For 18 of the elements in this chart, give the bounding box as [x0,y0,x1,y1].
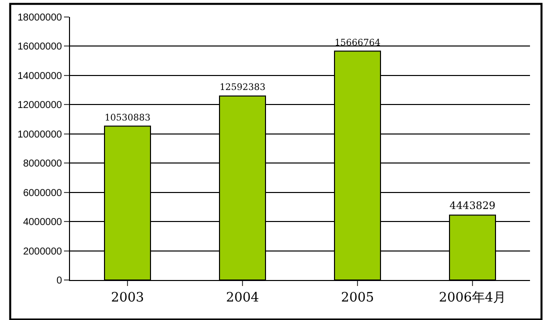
data-label: 15666764 [334,38,381,48]
y-tick-label: 8000000 [23,158,62,170]
y-tick-label: 6000000 [23,188,62,199]
y-tick-label: 4000000 [23,217,62,228]
y-tick-label: 16000000 [18,42,62,53]
data-label: 4443829 [450,200,496,212]
data-label: 10530883 [104,113,151,124]
y-tick-label: 18000000 [18,12,62,24]
x-tick-label: 2005 [340,290,374,306]
y-tick-label: 0 [56,276,62,286]
x-tick-label: 2006年4月 [438,290,506,306]
x-tick-label: 2004 [226,290,260,306]
y-tick-label: 12000000 [18,100,62,112]
y-tick-label: 14000000 [18,70,62,82]
x-tick-label: 2003 [110,290,144,306]
y-tick-label: 10000000 [18,129,62,140]
data-label: 12592383 [220,83,266,94]
y-tick-label: 2000000 [23,246,62,258]
